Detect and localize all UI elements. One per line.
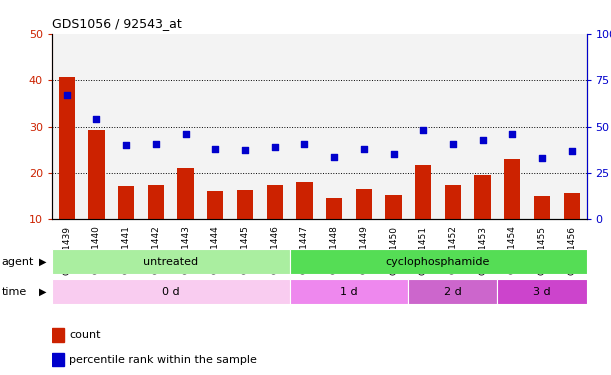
Text: agent: agent (2, 256, 34, 267)
Bar (52, 34, 82, 219)
Bar (326, 198, 342, 266)
Bar (468, 34, 497, 219)
Text: untreated: untreated (143, 256, 199, 267)
Bar (290, 279, 408, 304)
Point (299, 141, 309, 147)
Bar (170, 34, 200, 219)
Point (537, 154, 547, 160)
Bar (386, 195, 401, 266)
Bar (82, 34, 111, 219)
Text: 0 d: 0 d (162, 286, 180, 297)
Bar (59, 77, 75, 266)
Point (448, 141, 458, 147)
Bar (200, 34, 230, 219)
Bar (563, 193, 580, 266)
Bar (320, 34, 349, 219)
Bar (52, 328, 64, 342)
Bar (52, 353, 64, 366)
Point (181, 132, 191, 138)
Bar (52, 249, 290, 274)
Text: 1 d: 1 d (340, 286, 358, 297)
Point (359, 146, 368, 152)
Bar (379, 34, 408, 219)
Bar (349, 34, 379, 219)
Bar (89, 130, 104, 266)
Text: cyclophosphamide: cyclophosphamide (386, 256, 490, 267)
Bar (497, 34, 527, 219)
Point (240, 147, 250, 153)
Bar (207, 190, 224, 266)
Text: percentile rank within the sample: percentile rank within the sample (69, 354, 257, 364)
Bar (266, 185, 283, 266)
Point (270, 144, 280, 150)
Bar (52, 279, 290, 304)
Bar (296, 182, 313, 266)
Point (210, 146, 220, 152)
Point (389, 151, 398, 157)
Bar (230, 34, 260, 219)
Text: time: time (2, 286, 27, 297)
Bar (408, 34, 438, 219)
Bar (445, 184, 461, 266)
Bar (504, 159, 521, 266)
Bar (177, 168, 194, 266)
Bar (438, 34, 468, 219)
Text: ▶: ▶ (38, 286, 46, 297)
Bar (118, 186, 134, 266)
Point (507, 132, 517, 138)
Point (567, 148, 577, 154)
Text: 2 d: 2 d (444, 286, 462, 297)
Bar (290, 249, 587, 274)
Bar (111, 34, 141, 219)
Point (478, 138, 488, 144)
Bar (260, 34, 290, 219)
Point (92, 116, 101, 122)
Text: 3 d: 3 d (533, 286, 551, 297)
Point (151, 141, 161, 147)
Bar (408, 279, 497, 304)
Bar (141, 34, 170, 219)
Point (62, 93, 71, 99)
Bar (474, 175, 491, 266)
Bar (497, 279, 587, 304)
Text: count: count (69, 330, 101, 340)
Bar (356, 189, 372, 266)
Bar (557, 34, 587, 219)
Text: ▶: ▶ (38, 256, 46, 267)
Bar (527, 34, 557, 219)
Point (329, 154, 339, 160)
Point (122, 142, 131, 148)
Text: GDS1056 / 92543_at: GDS1056 / 92543_at (52, 17, 181, 30)
Point (419, 127, 428, 133)
Bar (290, 34, 319, 219)
Bar (534, 196, 550, 266)
Bar (415, 165, 431, 266)
Bar (237, 190, 253, 266)
Bar (148, 185, 164, 266)
